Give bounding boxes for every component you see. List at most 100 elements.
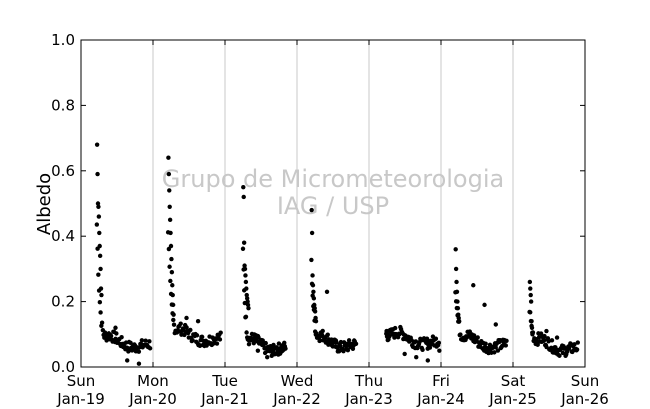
data-point <box>99 320 105 325</box>
data-point <box>456 312 461 317</box>
data-point <box>385 332 391 337</box>
data-point <box>97 253 103 259</box>
data-point <box>95 171 100 177</box>
data-point <box>414 354 419 360</box>
data-point <box>345 348 351 353</box>
data-point <box>320 328 325 334</box>
x-tick-label-date: Jan-24 <box>416 390 465 408</box>
data-point <box>96 214 102 219</box>
y-tick-label: 0.4 <box>51 227 75 245</box>
data-point <box>171 312 176 317</box>
data-point <box>241 240 247 245</box>
data-point <box>310 283 316 288</box>
data-point <box>244 330 249 335</box>
data-point <box>195 319 201 324</box>
data-point <box>94 222 100 227</box>
data-point <box>495 348 501 353</box>
data-point <box>536 335 542 340</box>
data-point <box>313 315 318 321</box>
x-tick-label-day: Wed <box>281 372 314 390</box>
x-tick-label-date: Jan-20 <box>128 390 177 408</box>
data-point <box>94 142 100 147</box>
data-point <box>492 350 497 355</box>
data-point <box>256 335 261 340</box>
data-point <box>529 325 535 330</box>
x-tick-label-day: Sun <box>571 372 600 390</box>
data-point <box>98 310 103 315</box>
data-point <box>392 325 398 331</box>
data-point <box>167 264 172 269</box>
data-point <box>97 243 102 249</box>
data-point <box>309 230 315 236</box>
data-point <box>255 348 261 353</box>
data-point <box>139 338 145 343</box>
data-point <box>433 336 439 341</box>
x-tick-label-date: Jan-23 <box>344 390 393 408</box>
x-tick-label-day: Mon <box>137 372 169 390</box>
data-point <box>560 350 566 356</box>
data-point <box>167 188 172 193</box>
data-point <box>530 332 535 337</box>
plot-frame <box>80 39 586 368</box>
data-point <box>136 349 142 354</box>
data-point <box>274 345 279 350</box>
data-point <box>471 283 476 288</box>
data-point <box>199 334 205 340</box>
data-point <box>482 302 487 308</box>
data-point <box>309 207 314 213</box>
data-point <box>242 263 247 268</box>
data-point <box>413 339 419 344</box>
y-tick-label: 0.2 <box>51 293 75 311</box>
data-point <box>166 155 171 160</box>
data-point <box>194 333 200 338</box>
x-tick-label-day: Sat <box>501 372 526 390</box>
data-point <box>246 341 252 347</box>
data-point <box>170 283 175 288</box>
data-point <box>143 338 148 343</box>
data-point <box>243 314 249 319</box>
data-point <box>528 299 534 304</box>
data-point <box>217 337 223 342</box>
data-point <box>95 201 101 206</box>
data-point <box>420 347 425 353</box>
data-point <box>309 257 314 263</box>
x-tick-label-date: Jan-21 <box>200 390 249 408</box>
data-point <box>97 300 103 305</box>
data-point <box>282 340 287 345</box>
y-axis-label: Albedo <box>34 173 55 235</box>
data-point <box>574 347 580 352</box>
data-point <box>265 354 270 360</box>
data-point <box>549 338 555 343</box>
data-point <box>456 315 461 321</box>
data-point <box>453 247 458 252</box>
data-point <box>334 340 339 345</box>
data-point <box>312 305 317 311</box>
data-point <box>575 340 580 345</box>
data-point <box>324 289 330 294</box>
data-point <box>353 341 359 346</box>
data-point <box>283 346 288 351</box>
data-point <box>188 327 193 333</box>
data-point <box>554 335 560 340</box>
data-point <box>325 332 330 337</box>
watermark-line-2: IAG / USP <box>277 192 389 220</box>
data-point <box>542 333 547 339</box>
data-point <box>341 348 346 354</box>
data-point <box>312 302 317 308</box>
data-point <box>244 296 250 301</box>
data-point <box>96 272 101 277</box>
data-point <box>244 286 249 291</box>
data-point <box>453 266 459 272</box>
x-tick-label-day: Fri <box>432 372 450 390</box>
data-point <box>169 256 174 262</box>
data-point <box>243 279 249 285</box>
data-point <box>493 345 498 350</box>
data-point <box>214 341 220 346</box>
data-point <box>557 353 562 358</box>
data-point <box>312 309 318 314</box>
data-point <box>245 302 251 308</box>
vertical-grid <box>152 40 514 367</box>
data-point <box>425 358 431 363</box>
data-point <box>535 342 540 347</box>
data-point <box>166 171 172 177</box>
